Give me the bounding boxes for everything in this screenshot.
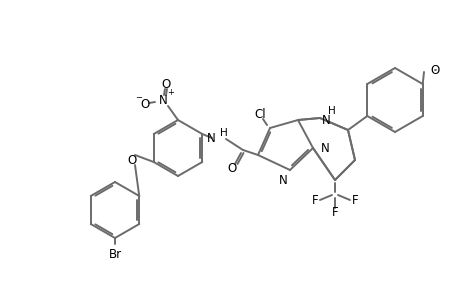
Text: O: O [127, 154, 136, 166]
Text: F: F [351, 194, 358, 206]
Text: N: N [320, 142, 329, 154]
Text: O: O [140, 98, 149, 110]
Text: F: F [311, 194, 318, 206]
Text: O: O [227, 161, 236, 175]
Text: N: N [207, 131, 216, 145]
Text: H: H [327, 106, 335, 116]
Text: Cl: Cl [254, 107, 265, 121]
Text: O: O [161, 77, 170, 91]
Text: N: N [279, 174, 287, 187]
Text: N: N [158, 94, 167, 106]
Text: O: O [429, 64, 438, 76]
Text: −: − [135, 93, 142, 102]
Text: F: F [331, 206, 337, 220]
Text: +: + [167, 88, 174, 97]
Text: H: H [219, 128, 227, 138]
Text: N: N [321, 113, 330, 127]
Text: Br: Br [108, 248, 121, 261]
